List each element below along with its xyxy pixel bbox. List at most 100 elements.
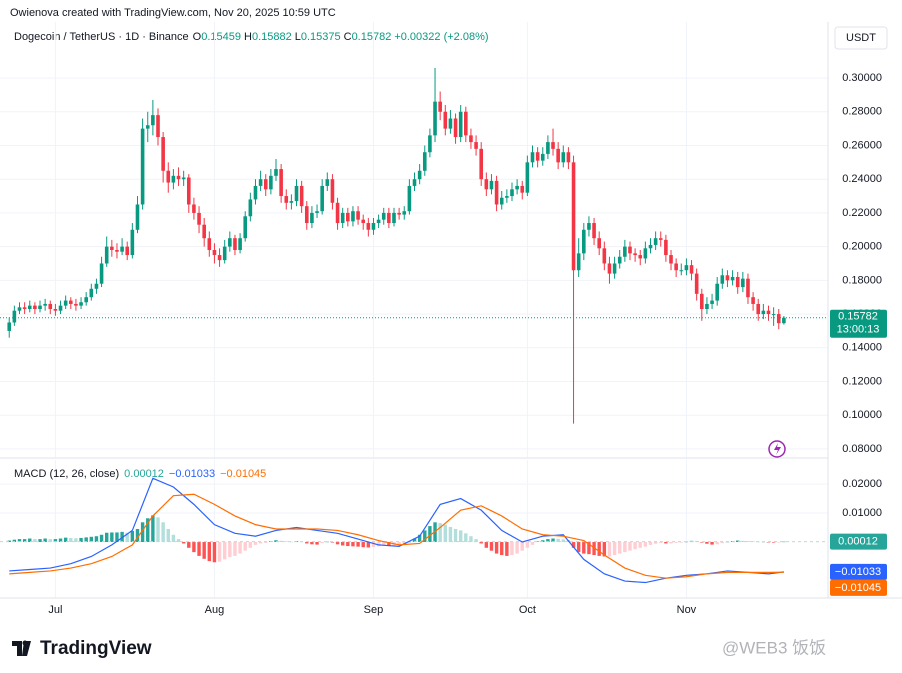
histogram-last-box [830, 533, 887, 550]
histogram-bar [648, 542, 653, 545]
histogram-bar [135, 528, 140, 542]
histogram-bar [187, 542, 191, 548]
candle-body [289, 201, 294, 203]
candle-body [669, 255, 673, 264]
histogram-bar [238, 542, 242, 554]
candle-body [510, 189, 514, 197]
histogram-bar [551, 538, 555, 542]
histogram-bar [510, 542, 514, 556]
candle-body [576, 253, 581, 271]
candle-body [320, 185, 324, 212]
candle-body [489, 180, 494, 190]
candle-body [243, 216, 248, 239]
histogram-bar [633, 542, 637, 550]
logo-dot[interactable] [22, 640, 28, 646]
histogram-bar [469, 536, 473, 542]
candle-body [653, 238, 658, 245]
histogram-bar [84, 537, 88, 542]
candle-body [766, 310, 771, 315]
histogram-bar [192, 542, 196, 553]
candle-body [294, 185, 299, 202]
currency[interactable]: USDT [846, 32, 876, 44]
candle-body [171, 175, 176, 183]
histogram-bar [428, 526, 432, 542]
candle-body [330, 179, 335, 203]
symbol: Dogecoin / TetherUS · 1D · Binance [14, 31, 189, 43]
histogram-bar [89, 536, 94, 542]
candle-body [110, 246, 114, 250]
candle-body [607, 263, 612, 274]
histogram-bar [530, 542, 535, 545]
candle-body [166, 170, 171, 183]
macd-value: −0.01033 [169, 468, 215, 480]
candle-body [238, 238, 242, 250]
candle-body [556, 148, 560, 163]
candle-body [269, 175, 273, 190]
histogram-bar [618, 542, 622, 554]
histogram-bar [366, 542, 371, 548]
histogram-bar [520, 542, 524, 551]
currency-box[interactable] [834, 26, 888, 50]
candle-body [104, 246, 109, 264]
macd-hist-value: 0.00012 [124, 468, 164, 480]
histogram-bar [664, 542, 668, 544]
candle-body [325, 179, 330, 186]
candle-body [771, 314, 776, 316]
histogram-bar [546, 539, 550, 542]
candle-body [633, 253, 637, 256]
candle-body [756, 303, 761, 315]
histogram-bar [253, 542, 258, 545]
candle-body [679, 270, 684, 272]
signal-value: −0.01045 [220, 468, 266, 480]
candle-body [181, 177, 186, 180]
candle-body [561, 152, 566, 163]
histogram-bar [284, 541, 288, 542]
candle-body [505, 196, 509, 198]
ohlc-value: 0.15782 [352, 31, 392, 43]
candle-body [315, 211, 319, 213]
candle-body [402, 211, 407, 215]
candle-body [735, 276, 740, 288]
candle-body [474, 142, 478, 149]
candle-body [89, 288, 94, 298]
histogram-bar [217, 542, 222, 562]
logo[interactable] [12, 640, 31, 657]
candle-body [335, 202, 340, 224]
logo-text[interactable]: TradingView [40, 638, 152, 659]
candle-body [258, 179, 263, 186]
y-tick-label: 0.12000 [842, 375, 882, 387]
event-icon-ring[interactable] [768, 440, 786, 458]
event-icon[interactable] [768, 440, 786, 458]
candle-body [469, 135, 473, 143]
y-tick-label: 0.18000 [842, 274, 882, 286]
histogram-bar [361, 542, 365, 548]
candle-body [464, 111, 468, 136]
candle-body [130, 229, 135, 256]
candle-body [484, 179, 489, 190]
histogram-bar [453, 528, 458, 542]
histogram-bar [28, 538, 32, 542]
histogram-bar [69, 537, 73, 542]
histogram-bar [315, 542, 319, 545]
histogram-bar [623, 542, 627, 553]
candle-body [48, 303, 53, 310]
candle-body [602, 248, 607, 264]
event-icon-bolt[interactable] [774, 443, 781, 455]
histogram-bar [777, 542, 781, 543]
candle-body [535, 152, 540, 161]
histogram-bar [151, 515, 155, 542]
candle-body [438, 101, 442, 112]
candle-body [582, 229, 586, 254]
ohlc-letter: C [344, 31, 352, 43]
line-last-label: −0.01033 [835, 566, 881, 578]
histogram-last-label: 0.00012 [838, 536, 878, 548]
x-tick-label: Oct [519, 604, 536, 616]
histogram-bar [351, 542, 355, 547]
histogram-bar [305, 542, 309, 544]
histogram-bar [181, 542, 186, 544]
candle-body [515, 185, 519, 190]
candle-body [94, 283, 99, 289]
histogram-bar [115, 532, 119, 542]
histogram-bar [279, 540, 283, 542]
